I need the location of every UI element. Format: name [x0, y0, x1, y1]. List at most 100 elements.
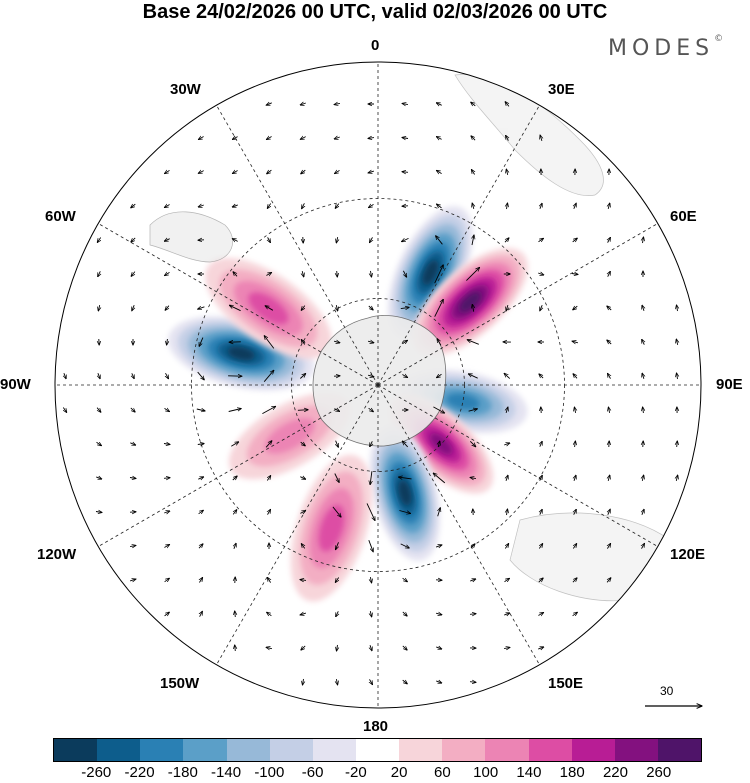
wind-vector [402, 645, 407, 650]
wind-vector [437, 374, 442, 377]
colorbar-segment [485, 739, 529, 761]
wind-vector [434, 265, 444, 284]
wind-vector [368, 408, 374, 412]
wind-vector [301, 544, 304, 549]
wind-vector [334, 137, 340, 139]
wind-vector [130, 443, 135, 445]
colorbar-tick-label: 60 [434, 764, 451, 781]
wind-vector [677, 441, 678, 448]
colorbar-tick-label: 180 [559, 764, 585, 781]
wind-vector [472, 304, 473, 312]
wind-vector [506, 135, 509, 141]
wind-vector [472, 203, 474, 210]
wind-vector [132, 373, 134, 378]
wind-vector [574, 407, 575, 413]
wind-vector [299, 374, 305, 379]
anomaly-center [369, 424, 441, 561]
anomaly-contour [264, 418, 315, 454]
wind-vector [368, 305, 373, 310]
lon-label-150w: 150W [160, 675, 200, 692]
wind-vector [198, 205, 204, 207]
wind-vector [436, 681, 442, 683]
anomaly-center [387, 206, 473, 340]
wind-vector [573, 305, 578, 310]
wind-vector-field [63, 102, 677, 685]
wind-vector [608, 407, 609, 413]
wind-vector [677, 373, 678, 380]
wind-vector [198, 171, 204, 174]
wind-vector [198, 137, 204, 140]
wind-vector [263, 370, 274, 382]
anomaly-contour [398, 480, 412, 506]
colorbar-segment [399, 739, 443, 761]
wind-vector [402, 611, 407, 616]
colorbar-tick-label: 220 [602, 764, 628, 781]
wind-vector [198, 307, 205, 309]
wind-vector [436, 170, 442, 173]
wind-vector [235, 611, 236, 618]
wind-vector [267, 612, 272, 616]
wind-vector [572, 341, 579, 343]
wind-vector [540, 305, 542, 311]
colorbar-tick-label: 140 [516, 764, 542, 781]
polar-stereographic-map [54, 61, 750, 735]
wind-vector [199, 578, 202, 583]
wind-vector [96, 442, 102, 445]
wind-vector [400, 307, 409, 308]
wind-vector [264, 336, 275, 349]
wind-vector [539, 374, 544, 379]
wind-vector [96, 407, 101, 413]
colorbar-segment [312, 739, 356, 761]
wind-vector [336, 679, 337, 685]
wind-vector [540, 441, 542, 447]
lon-label-60w: 60W [45, 208, 76, 225]
wind-vector [608, 509, 610, 515]
wind-vector [301, 305, 305, 311]
wind-vector [198, 510, 204, 514]
wind-vector [199, 337, 204, 347]
wind-vector [368, 171, 375, 173]
wind-vector [198, 477, 203, 479]
anomaly-contour [429, 433, 453, 455]
wind-vector [335, 577, 338, 583]
wind-vector [402, 441, 409, 448]
wind-vector [471, 170, 474, 175]
wind-vector [504, 373, 511, 379]
wind-vector [506, 169, 507, 176]
wind-vector [98, 271, 101, 276]
wind-vector [469, 682, 476, 683]
graticule-grid [55, 62, 701, 708]
copyright-mark: © [714, 34, 724, 44]
wind-vector [504, 613, 510, 615]
wind-vector [366, 503, 375, 520]
wind-vector [573, 374, 578, 379]
wind-vector [402, 138, 409, 139]
wind-vector [642, 305, 644, 311]
wind-vector [371, 270, 372, 277]
wind-vector [267, 577, 270, 583]
colorbar-segment [355, 739, 400, 761]
wind-vector [165, 305, 170, 311]
wind-vector [234, 543, 236, 549]
wind-vector [642, 543, 645, 549]
wind-vector [229, 305, 241, 312]
colorbar-tick-label: -60 [301, 764, 324, 781]
colorbar-tick-label: -260 [81, 764, 112, 781]
wind-vector [370, 471, 372, 484]
wind-vector [370, 610, 371, 617]
colorbar-tick-label: -220 [124, 764, 155, 781]
wind-vector [608, 373, 611, 379]
colorbar-tick-label: -140 [211, 764, 242, 781]
wind-vector [300, 613, 307, 615]
wind-vector [334, 409, 339, 412]
colorbar-tick-label: 100 [473, 764, 499, 781]
wind-vector [335, 170, 340, 173]
colorbar [53, 738, 702, 762]
anomaly-contour [446, 393, 480, 410]
wind-vector [266, 273, 271, 276]
wind-vector [435, 545, 442, 547]
wind-vector [606, 578, 611, 583]
wind-vector [506, 304, 508, 311]
wind-vector [607, 340, 612, 345]
wind-vector [165, 272, 170, 275]
